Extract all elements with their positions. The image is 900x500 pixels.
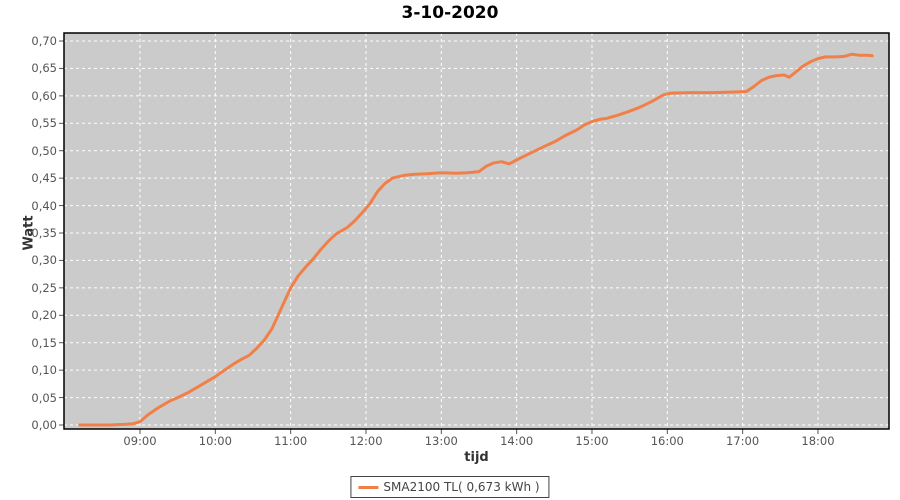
x-tick-label: 11:00	[274, 434, 308, 448]
x-tick-label: 09:00	[123, 434, 157, 448]
y-tick-label: 0,70	[31, 34, 57, 48]
y-tick-label: 0,65	[31, 61, 57, 76]
y-tick-label: 0,20	[31, 308, 57, 323]
chart-title: 3-10-2020	[401, 3, 499, 23]
x-tick-label: 10:00	[198, 434, 232, 448]
y-tick-label: 0,30	[31, 253, 57, 268]
y-tick-label: 0,40	[31, 198, 57, 213]
y-tick-label: 0,10	[31, 363, 57, 378]
x-tick-label: 17:00	[726, 434, 760, 448]
legend-series-label: SMA2100 TL( 0,673 kWh )	[383, 480, 540, 494]
x-axis-title: tijd	[464, 450, 489, 465]
legend-line-swatch	[358, 485, 379, 489]
x-tick-label: 16:00	[650, 434, 684, 448]
y-tick-label: 0,05	[31, 390, 57, 405]
x-tick-label: 18:00	[801, 434, 835, 448]
plot-canvas	[59, 32, 890, 434]
y-tick-label: 0,50	[31, 143, 57, 158]
y-tick-label: 0,60	[31, 88, 57, 103]
x-tick-label: 15:00	[575, 434, 609, 448]
x-tick-label: 13:00	[424, 434, 458, 448]
plot-border	[63, 32, 890, 430]
x-tick-label: 14:00	[500, 434, 534, 448]
y-tick-label: 0,15	[31, 335, 57, 350]
y-tick-label: 0,00	[31, 418, 57, 432]
y-tick-label: 0,35	[31, 226, 57, 240]
plot-background	[64, 33, 889, 429]
series-line	[78, 52, 874, 427]
y-axis-title: Watt	[21, 215, 37, 251]
legend: SMA2100 TL( 0,673 kWh )	[350, 476, 550, 498]
y-tick-label: 0,25	[31, 280, 57, 295]
y-tick-label: 0,45	[31, 171, 57, 186]
y-tick-label: 0,55	[31, 116, 57, 131]
x-tick-label: 12:00	[349, 434, 383, 448]
